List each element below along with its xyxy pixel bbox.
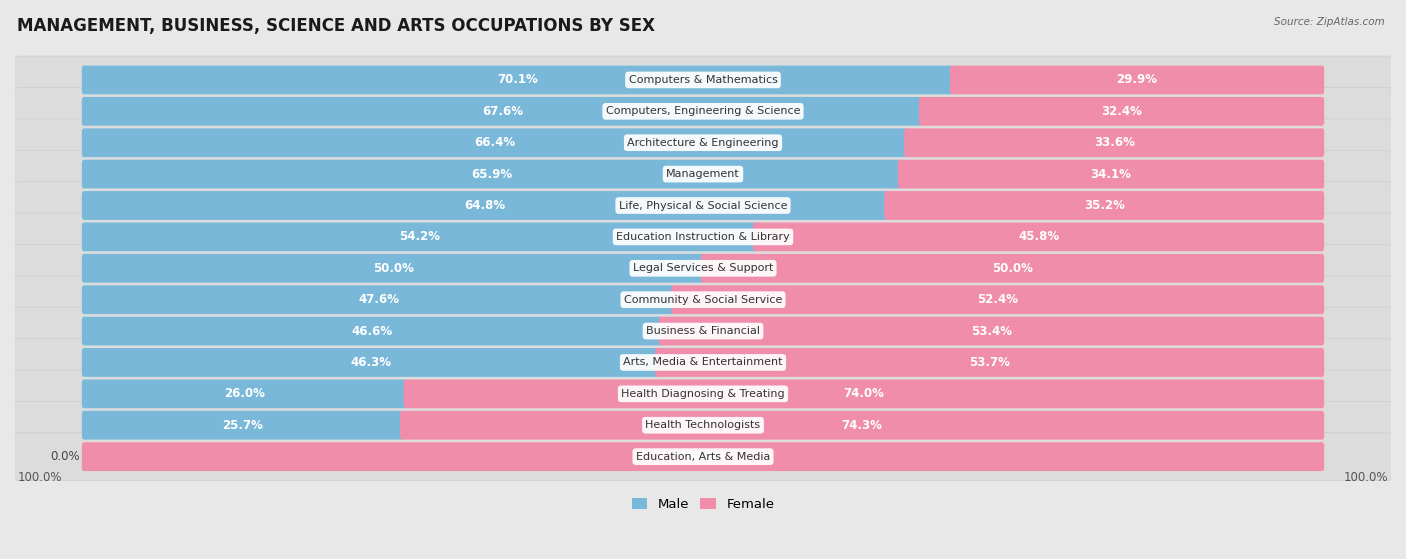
Text: 52.4%: 52.4% (977, 293, 1018, 306)
FancyBboxPatch shape (14, 276, 1392, 324)
Text: 50.0%: 50.0% (373, 262, 413, 275)
Text: Education Instruction & Library: Education Instruction & Library (616, 232, 790, 242)
FancyBboxPatch shape (82, 254, 704, 283)
Text: 66.4%: 66.4% (474, 136, 516, 149)
FancyBboxPatch shape (14, 433, 1392, 481)
Text: 100.0%: 100.0% (1344, 471, 1388, 484)
FancyBboxPatch shape (82, 128, 908, 157)
FancyBboxPatch shape (14, 244, 1392, 292)
Text: 47.6%: 47.6% (359, 293, 399, 306)
Text: Education, Arts & Media: Education, Arts & Media (636, 452, 770, 462)
FancyBboxPatch shape (82, 97, 1324, 126)
FancyBboxPatch shape (14, 401, 1392, 449)
FancyBboxPatch shape (950, 65, 1324, 94)
FancyBboxPatch shape (82, 316, 1324, 345)
FancyBboxPatch shape (82, 128, 1324, 157)
Text: Architecture & Engineering: Architecture & Engineering (627, 138, 779, 148)
Text: 46.6%: 46.6% (352, 325, 392, 338)
FancyBboxPatch shape (404, 380, 1324, 408)
FancyBboxPatch shape (14, 307, 1392, 355)
Legend: Male, Female: Male, Female (626, 492, 780, 517)
FancyBboxPatch shape (82, 160, 1324, 188)
FancyBboxPatch shape (82, 65, 955, 94)
Text: Management: Management (666, 169, 740, 179)
FancyBboxPatch shape (82, 442, 1324, 471)
Text: 33.6%: 33.6% (1094, 136, 1135, 149)
FancyBboxPatch shape (904, 128, 1324, 157)
FancyBboxPatch shape (82, 316, 664, 345)
FancyBboxPatch shape (884, 191, 1324, 220)
FancyBboxPatch shape (14, 213, 1392, 260)
FancyBboxPatch shape (82, 348, 659, 377)
FancyBboxPatch shape (82, 254, 1324, 283)
Text: 32.4%: 32.4% (1101, 105, 1142, 118)
Text: 25.7%: 25.7% (222, 419, 263, 432)
FancyBboxPatch shape (920, 97, 1324, 126)
Text: 74.3%: 74.3% (842, 419, 883, 432)
Text: Health Technologists: Health Technologists (645, 420, 761, 430)
FancyBboxPatch shape (14, 56, 1392, 104)
FancyBboxPatch shape (82, 411, 1324, 440)
FancyBboxPatch shape (82, 65, 1324, 94)
FancyBboxPatch shape (399, 411, 1324, 440)
Text: 70.1%: 70.1% (498, 73, 538, 87)
FancyBboxPatch shape (14, 339, 1392, 386)
FancyBboxPatch shape (82, 442, 1324, 471)
FancyBboxPatch shape (659, 316, 1324, 345)
FancyBboxPatch shape (14, 87, 1392, 135)
Text: Source: ZipAtlas.com: Source: ZipAtlas.com (1274, 17, 1385, 27)
Text: 100.0%: 100.0% (679, 450, 727, 463)
Text: Computers & Mathematics: Computers & Mathematics (628, 75, 778, 85)
Text: 54.2%: 54.2% (399, 230, 440, 243)
Text: MANAGEMENT, BUSINESS, SCIENCE AND ARTS OCCUPATIONS BY SEX: MANAGEMENT, BUSINESS, SCIENCE AND ARTS O… (17, 17, 655, 35)
Text: 29.9%: 29.9% (1116, 73, 1157, 87)
Text: 45.8%: 45.8% (1018, 230, 1059, 243)
FancyBboxPatch shape (82, 222, 756, 252)
FancyBboxPatch shape (702, 254, 1324, 283)
Text: 53.4%: 53.4% (972, 325, 1012, 338)
Text: 50.0%: 50.0% (993, 262, 1033, 275)
Text: 100.0%: 100.0% (18, 471, 62, 484)
Text: 0.0%: 0.0% (51, 450, 80, 463)
FancyBboxPatch shape (655, 348, 1324, 377)
FancyBboxPatch shape (671, 285, 1324, 314)
Text: 35.2%: 35.2% (1084, 199, 1125, 212)
FancyBboxPatch shape (14, 370, 1392, 418)
Text: 26.0%: 26.0% (225, 387, 266, 400)
Text: 46.3%: 46.3% (350, 356, 391, 369)
FancyBboxPatch shape (754, 222, 1324, 252)
Text: 67.6%: 67.6% (482, 105, 523, 118)
FancyBboxPatch shape (82, 348, 1324, 377)
Text: Legal Services & Support: Legal Services & Support (633, 263, 773, 273)
FancyBboxPatch shape (82, 411, 404, 440)
Text: Health Diagnosing & Treating: Health Diagnosing & Treating (621, 389, 785, 399)
FancyBboxPatch shape (82, 222, 1324, 252)
FancyBboxPatch shape (14, 182, 1392, 229)
Text: 34.1%: 34.1% (1091, 168, 1132, 181)
FancyBboxPatch shape (14, 150, 1392, 198)
Text: Life, Physical & Social Science: Life, Physical & Social Science (619, 201, 787, 211)
Text: 74.0%: 74.0% (844, 387, 884, 400)
Text: Arts, Media & Entertainment: Arts, Media & Entertainment (623, 357, 783, 367)
Text: 65.9%: 65.9% (471, 168, 512, 181)
FancyBboxPatch shape (82, 191, 1324, 220)
FancyBboxPatch shape (82, 285, 675, 314)
FancyBboxPatch shape (82, 380, 408, 408)
FancyBboxPatch shape (82, 97, 922, 126)
FancyBboxPatch shape (82, 191, 889, 220)
FancyBboxPatch shape (82, 380, 1324, 408)
Text: 53.7%: 53.7% (969, 356, 1010, 369)
Text: Computers, Engineering & Science: Computers, Engineering & Science (606, 106, 800, 116)
FancyBboxPatch shape (898, 160, 1324, 188)
FancyBboxPatch shape (82, 160, 903, 188)
Text: Community & Social Service: Community & Social Service (624, 295, 782, 305)
Text: 64.8%: 64.8% (464, 199, 506, 212)
FancyBboxPatch shape (82, 285, 1324, 314)
FancyBboxPatch shape (14, 119, 1392, 167)
Text: Business & Financial: Business & Financial (645, 326, 761, 336)
